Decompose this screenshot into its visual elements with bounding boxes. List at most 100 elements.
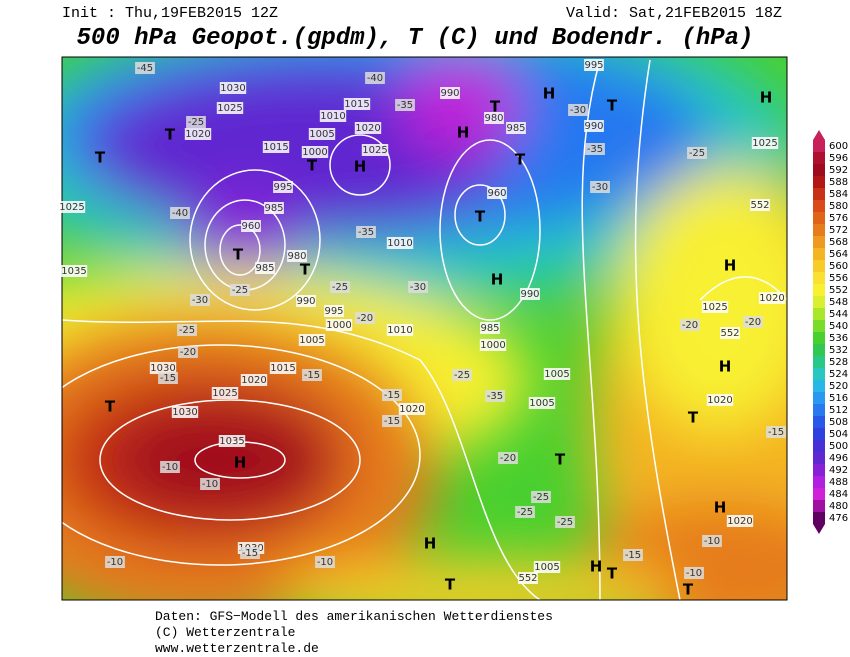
label-box [200, 478, 220, 490]
label-box [298, 334, 326, 346]
pressure-center: T [515, 151, 526, 169]
contour-label: 1020 [399, 404, 424, 415]
legend-label: 484 [829, 489, 848, 500]
label-box [273, 181, 293, 193]
contour-label: -30 [410, 282, 426, 293]
label-box [262, 141, 290, 153]
label-box [218, 435, 246, 447]
pressure-center: T [233, 246, 244, 264]
label-box [355, 312, 375, 324]
contour-label: 1020 [759, 293, 784, 304]
legend-label: 588 [829, 177, 848, 188]
contour-label: -35 [487, 391, 503, 402]
label-box [240, 547, 260, 559]
contour-label: 1035 [219, 436, 244, 447]
legend-label: 512 [829, 405, 848, 416]
contour-label: 995 [584, 60, 603, 71]
contour-label: 1005 [299, 335, 324, 346]
label-box [216, 102, 244, 114]
label-box [296, 295, 316, 307]
pressure-center: T [475, 208, 486, 226]
contour-label: -10 [704, 536, 720, 547]
contour-label: -25 [454, 370, 470, 381]
label-box [726, 515, 754, 527]
label-box [269, 362, 297, 374]
contour-label: -25 [232, 285, 248, 296]
label-box [531, 491, 551, 503]
label-box [302, 369, 322, 381]
label-box [177, 324, 197, 336]
label-box [319, 110, 347, 122]
contour-label: 552 [518, 573, 537, 584]
label-box [520, 288, 540, 300]
legend-swatch [813, 152, 825, 164]
contour-label: 990 [296, 296, 315, 307]
label-box [518, 572, 538, 584]
label-box [687, 147, 707, 159]
label-box [408, 281, 428, 293]
contour-label: -15 [625, 550, 641, 561]
pressure-center: T [300, 261, 311, 279]
label-box [543, 368, 571, 380]
pressure-center: H [590, 558, 603, 576]
legend-label: 476 [829, 513, 848, 524]
pressure-center: T [445, 576, 456, 594]
legend-swatch [813, 512, 825, 524]
pressure-center: H [714, 499, 727, 517]
legend-label: 552 [829, 285, 848, 296]
contour-label: 1010 [387, 325, 412, 336]
pressure-center: T [688, 409, 699, 427]
label-box [484, 112, 504, 124]
label-box [440, 87, 460, 99]
contour-label: 990 [584, 121, 603, 132]
footer-copyright: (C) Wetterzentrale [155, 625, 295, 640]
label-box [287, 250, 307, 262]
label-box [361, 144, 389, 156]
contour-label: 1030 [220, 83, 245, 94]
legend-swatch [813, 428, 825, 440]
pressure-center: T [555, 451, 566, 469]
map-title: 500 hPa Geopot.(gpdm), T (C) und Bodendr… [77, 25, 754, 52]
contour-label: -35 [587, 144, 603, 155]
contour-label: -25 [689, 148, 705, 159]
label-box [750, 199, 770, 211]
contour-label: -20 [180, 347, 196, 358]
legend-label: 528 [829, 357, 848, 368]
legend-label: 540 [829, 321, 848, 332]
legend-label: 556 [829, 273, 848, 284]
contour-label: 1025 [212, 388, 237, 399]
legend-swatch [813, 140, 825, 152]
contour-label: 985 [255, 263, 274, 274]
contour-label: 1010 [387, 238, 412, 249]
label-box [324, 305, 344, 317]
contour-label: 1015 [270, 363, 295, 374]
legend-label: 564 [829, 249, 848, 260]
legend-label: 596 [829, 153, 848, 164]
contour-label: -25 [557, 517, 573, 528]
label-box [720, 327, 740, 339]
contour-label: -40 [367, 73, 383, 84]
contour-label: 1025 [59, 202, 84, 213]
contour-label: -15 [160, 373, 176, 384]
pressure-center: H [457, 124, 470, 142]
contour-label: 1015 [263, 142, 288, 153]
pressure-center: H [354, 158, 367, 176]
contour-label: 995 [324, 306, 343, 317]
contour-label: -15 [384, 390, 400, 401]
contour-label: -30 [570, 105, 586, 116]
legend-label: 520 [829, 381, 848, 392]
label-box [149, 362, 177, 374]
contour-label: 1020 [707, 395, 732, 406]
map-frame [61, 56, 788, 601]
label-box [533, 561, 561, 573]
label-box [452, 369, 472, 381]
contour-label: 1020 [185, 129, 210, 140]
contour-label: 1020 [355, 123, 380, 134]
pressure-center: T [307, 157, 318, 175]
label-box [751, 137, 779, 149]
legend-swatch [813, 272, 825, 284]
label-box [584, 120, 604, 132]
contour-label: -30 [192, 295, 208, 306]
contour-label: 1000 [302, 147, 327, 158]
